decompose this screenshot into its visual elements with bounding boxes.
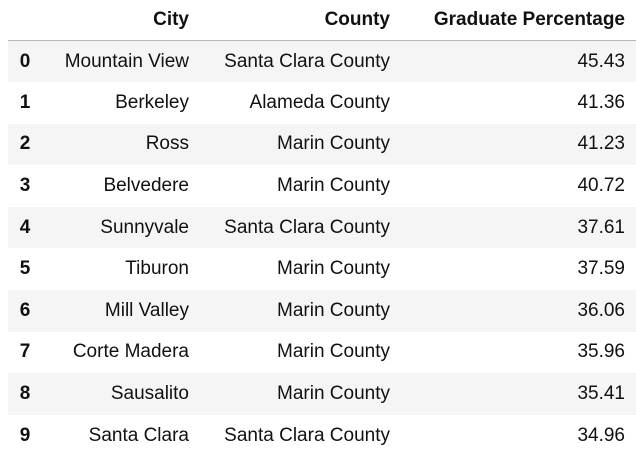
city-cell: Sunnyvale [100,216,189,238]
row-index: 8 [19,383,31,405]
table-row: 8 Sausalito Marin County 35.41 [8,373,636,415]
dataframe-table: City County Graduate Percentage 0 Mounta… [8,0,636,456]
graduate-percentage-cell: 34.96 [577,424,625,446]
county-cell: Marin County [277,133,390,155]
city-column-header: City [42,0,200,41]
county-cell: Marin County [277,341,390,363]
row-index: 5 [19,258,31,280]
row-index: 9 [19,424,31,446]
table-row: 9 Santa Clara Santa Clara County 34.96 [8,415,636,457]
row-index: 3 [19,175,31,197]
graduate-percentage-cell: 35.41 [577,383,625,405]
row-index: 6 [19,299,31,321]
graduate-percentage-cell: 41.36 [577,91,625,113]
graduate-percentage-cell: 36.06 [577,299,625,321]
county-cell: Alameda County [249,91,390,113]
city-cell: Tiburon [125,258,189,280]
table-body: 0 Mountain View Santa Clara County 45.43… [8,40,636,457]
row-index: 1 [19,91,31,113]
graduate-percentage-cell: 45.43 [577,50,625,72]
city-cell: Mill Valley [104,299,189,321]
city-cell: Santa Clara [88,424,189,446]
city-cell: Mountain View [64,50,189,72]
graduate-percentage-column-header: Graduate Percentage [401,0,636,41]
county-cell: Santa Clara County [224,216,390,238]
city-cell: Berkeley [115,91,189,113]
graduate-percentage-cell: 37.61 [577,216,625,238]
table-row: 0 Mountain View Santa Clara County 45.43 [8,40,636,83]
graduate-percentage-cell: 40.72 [577,175,625,197]
county-cell: Marin County [277,383,390,405]
county-cell: Marin County [277,175,390,197]
table-header: City County Graduate Percentage [8,0,636,41]
county-column-header: County [200,0,401,41]
graduate-percentage-cell: 35.96 [577,341,625,363]
city-cell: Ross [145,133,189,155]
index-column-header [8,0,42,41]
table-row: 4 Sunnyvale Santa Clara County 37.61 [8,206,636,249]
county-cell: Marin County [277,258,390,280]
city-cell: Corte Madera [72,341,189,363]
graduate-percentage-cell: 37.59 [577,258,625,280]
county-cell: Marin County [277,299,390,321]
table-row: 5 Tiburon Marin County 37.59 [8,248,636,290]
table-row: 7 Corte Madera Marin County 35.96 [8,332,636,374]
row-index: 4 [19,216,31,238]
table-row: 1 Berkeley Alameda County 41.36 [8,82,636,124]
row-index: 7 [19,341,31,363]
county-cell: Santa Clara County [224,424,390,446]
county-cell: Santa Clara County [224,50,390,72]
table-row: 2 Ross Marin County 41.23 [8,123,636,166]
row-index: 0 [19,50,31,72]
city-cell: Belvedere [103,175,189,197]
table-row: 3 Belvedere Marin County 40.72 [8,165,636,207]
city-cell: Sausalito [110,383,189,405]
row-index: 2 [19,133,31,155]
graduate-percentage-cell: 41.23 [577,133,625,155]
table-row: 6 Mill Valley Marin County 36.06 [8,290,636,332]
header-row: City County Graduate Percentage [8,0,636,41]
